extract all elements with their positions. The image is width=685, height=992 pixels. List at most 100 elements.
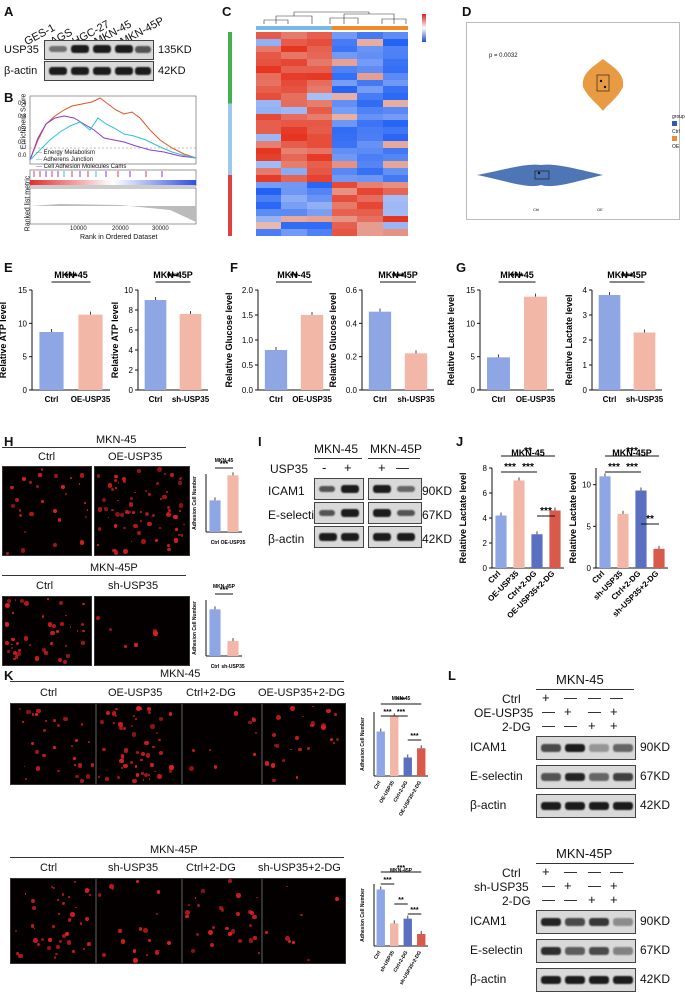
y-tick-label: 0.6 [346, 286, 358, 295]
heatmap-cell [256, 168, 282, 176]
heatmap-cell [357, 195, 384, 203]
cell-spot [156, 467, 162, 473]
heatmap-cell [281, 202, 308, 210]
heatmap-cell [256, 215, 282, 223]
cell-spot [276, 715, 282, 721]
cell-spot [77, 763, 83, 769]
cell-spot [122, 479, 127, 484]
heatmap-cell [256, 222, 282, 230]
sign: — [564, 864, 577, 879]
bar [635, 490, 647, 568]
cell-spot [6, 551, 10, 555]
blot-row-label: ICAM1 [470, 914, 507, 928]
l-condition: sh-USP35 [474, 880, 529, 894]
sign: + [564, 704, 572, 719]
y-tick-label: 8 [129, 306, 134, 315]
cell-spot [7, 649, 11, 653]
cell-spot [113, 550, 119, 555]
cell-spot [50, 630, 55, 636]
cell-spot [52, 509, 57, 514]
heatmap-cell [357, 45, 384, 53]
blot-row-label: USP35 [4, 44, 39, 56]
heatmap-cell [256, 147, 282, 155]
cell-spot [97, 775, 100, 778]
cell-spot [115, 511, 121, 517]
blot-band [613, 976, 633, 984]
heatmap-cell [256, 195, 282, 203]
cell-spot [264, 761, 270, 766]
blot-row-label: β-actin [470, 972, 507, 986]
y-axis-label: Adhesion Cell Number [192, 476, 198, 530]
l-condition: 2-DG [502, 894, 531, 908]
cell-spot [19, 598, 25, 604]
heatmap-cell [382, 86, 409, 94]
gsea-yticks: 0.4 0.3 0.2 0.1 0.0 [18, 101, 27, 159]
heatmap-cell [281, 93, 308, 101]
cell-spot [209, 749, 211, 752]
sign: — [610, 864, 623, 879]
panel-label-l: L [448, 668, 456, 683]
heatmap-cell [382, 120, 409, 128]
y-tick-label: 2 [483, 539, 488, 548]
heatmap-cell [382, 113, 409, 121]
heatmap-cell [256, 106, 282, 115]
bar [390, 923, 399, 946]
kd-label: 67KD [422, 508, 453, 522]
cell-spot [236, 893, 241, 898]
cell-spot [141, 539, 146, 544]
blot-band [589, 976, 609, 984]
heatmap-cell [281, 38, 308, 47]
sign: — [564, 892, 577, 907]
cell-spot [123, 763, 128, 769]
cell-spot [122, 726, 126, 730]
bar [549, 510, 561, 568]
significance: *** [397, 865, 405, 872]
heatmap-cell [256, 100, 282, 108]
cell-spot [182, 523, 185, 526]
cell-spot [41, 753, 46, 758]
blot-band [565, 947, 585, 955]
cell-spot [51, 623, 56, 628]
cell-spot [148, 777, 151, 780]
y-tick-label: 0 [23, 386, 28, 395]
cell-spot [168, 712, 173, 716]
cell-spot [73, 764, 76, 766]
cell-spot [178, 477, 182, 481]
sign: + [588, 718, 596, 733]
violin-plot: p = 0.0032 Ctrl OE [466, 22, 680, 220]
cell-spot [133, 715, 135, 717]
heatmap-cell [357, 134, 384, 142]
bar [209, 609, 221, 656]
fluorescence-image [2, 466, 92, 556]
cell-spot [141, 771, 145, 775]
heatmap-cell [306, 154, 333, 162]
cell-spot [137, 531, 142, 536]
bar [264, 350, 288, 390]
cell-spot [57, 657, 62, 662]
heatmap-cell [357, 38, 384, 47]
cell-spot [40, 468, 43, 471]
cell-spot [147, 710, 152, 715]
heatmap-cell [306, 174, 333, 183]
heatmap-cell [332, 195, 358, 203]
category-label: OE-USP35 [292, 395, 332, 404]
k-top-title: MKN-45 [160, 668, 201, 680]
cell-spot [143, 773, 148, 778]
cell-spot [157, 774, 163, 779]
cell-spot [33, 938, 38, 943]
sign: + [610, 878, 618, 893]
heatmap-cell [357, 147, 384, 155]
bar [617, 513, 629, 568]
fluorescence-image [96, 878, 182, 964]
cell-spot [257, 952, 260, 955]
significance: *** [392, 271, 406, 283]
category-label: Ctrl [492, 395, 506, 404]
cell-spot [118, 725, 124, 731]
cell-spot [18, 954, 23, 959]
fluorescence-image [182, 878, 262, 964]
cell-spot [16, 651, 21, 656]
cell-spot [114, 707, 118, 711]
panel-label-g: G [456, 260, 467, 275]
i-usp35-label: USP35 [270, 462, 309, 476]
cell-spot [57, 724, 60, 728]
